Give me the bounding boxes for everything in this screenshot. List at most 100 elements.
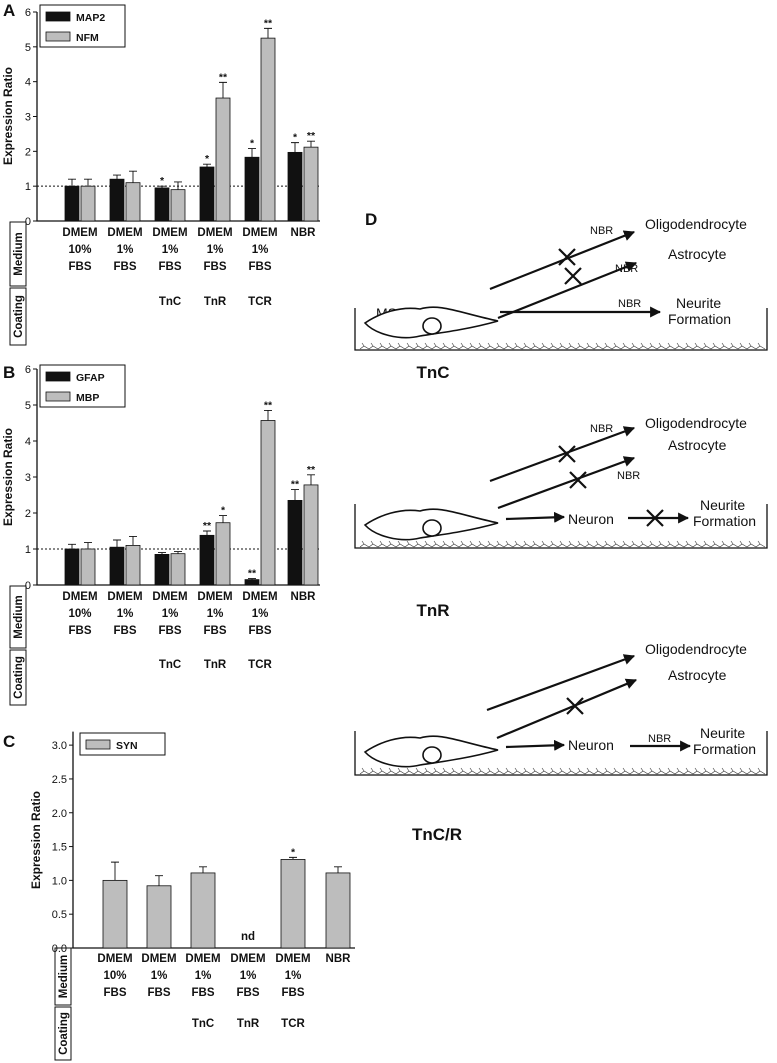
arrow <box>489 426 636 483</box>
target: Oligodendrocyte <box>645 216 747 232</box>
legend-label: MAP2 <box>76 12 105 24</box>
panel-letter: C <box>3 732 15 751</box>
x-tick-label: 1% <box>207 608 224 620</box>
x-tick-label: DMEM <box>197 591 232 603</box>
x-tick-label: FBS <box>204 625 227 637</box>
error-bar <box>334 866 342 873</box>
bar <box>260 420 276 586</box>
bar <box>190 872 216 949</box>
y-tick-label: 0.5 <box>52 909 67 921</box>
x-tick-label: DMEM <box>275 953 310 965</box>
error-bar <box>158 185 166 188</box>
y-tick-label: 1.5 <box>52 842 67 854</box>
label: NBR <box>648 733 671 745</box>
y-tick-label: 1 <box>25 544 31 556</box>
target: Oligodendrocyte <box>645 641 747 657</box>
x-tick-label: FBS <box>204 261 227 273</box>
bar <box>280 859 306 949</box>
annotation: ** <box>264 399 273 411</box>
error-bar <box>174 551 182 554</box>
y-axis-label: Expression Ratio <box>29 791 43 889</box>
neuron: Neuron <box>568 511 614 527</box>
y-tick-label: 6 <box>25 364 31 376</box>
neurite-texture <box>359 767 766 775</box>
y-tick-label: 4 <box>25 77 31 89</box>
x-tick-label: FBS <box>114 625 137 637</box>
target: Neurite <box>676 295 721 311</box>
y-tick-label: 0 <box>25 580 31 592</box>
x-tick-label: 1% <box>151 970 168 982</box>
error-bar <box>155 875 163 886</box>
annotation: ** <box>307 130 316 142</box>
x-tick-label: FBS <box>148 987 171 999</box>
legend-swatch <box>45 371 71 382</box>
legend-swatch <box>45 391 71 402</box>
row-label-box <box>9 585 27 649</box>
scenario-title: TnR <box>416 601 449 620</box>
x-tick-label: NBR <box>326 953 352 965</box>
coating-label: TCR <box>248 296 272 308</box>
bar <box>215 97 231 222</box>
label: NBR <box>590 225 613 237</box>
x-tick-label: FBS <box>282 987 305 999</box>
dish <box>354 308 768 351</box>
error-bar <box>264 27 272 39</box>
row-label: Medium <box>13 232 25 275</box>
x-tick-label: 10% <box>68 608 91 620</box>
legend-swatch <box>45 11 71 22</box>
y-tick-label: 0 <box>25 216 31 228</box>
error-bar <box>158 552 166 555</box>
x-tick-label: DMEM <box>141 953 176 965</box>
x-tick-label: DMEM <box>185 953 220 965</box>
arrow <box>497 261 638 320</box>
x-tick-label: 1% <box>240 970 257 982</box>
error-bar <box>84 178 92 187</box>
x-tick-label: 1% <box>285 970 302 982</box>
y-tick-label: 1 <box>25 181 31 193</box>
legend-label: GFAP <box>76 372 105 384</box>
bar <box>109 178 125 222</box>
error-bar <box>113 539 121 548</box>
bar <box>303 146 319 222</box>
annotation: * <box>160 175 165 187</box>
bar <box>199 534 215 586</box>
x-tick-label: 1% <box>117 244 134 256</box>
axes <box>72 731 355 949</box>
y-tick-label: 5 <box>25 400 31 412</box>
error-bar <box>248 578 256 580</box>
coating-label: TnR <box>204 659 227 671</box>
target: Astrocyte <box>668 246 727 262</box>
annotation: ** <box>307 464 316 476</box>
annotation: nd <box>241 931 255 943</box>
coating-label: TnC <box>159 659 181 671</box>
y-tick-label: 3 <box>25 112 31 124</box>
error-bar <box>199 866 207 873</box>
x-tick-label: DMEM <box>107 227 142 239</box>
bar <box>244 156 260 222</box>
x-tick-label: FBS <box>69 261 92 273</box>
row-label: Coating <box>13 295 25 338</box>
row-label-box <box>54 1006 72 1061</box>
x-tick-label: FBS <box>159 625 182 637</box>
scenario-title: TnC <box>416 363 449 382</box>
neuron: Neuron <box>568 737 614 753</box>
bar <box>244 579 260 586</box>
annotation: * <box>291 846 296 858</box>
x-tick-label: DMEM <box>97 953 132 965</box>
y-tick-label: 4 <box>25 436 31 448</box>
y-tick-label: 2.0 <box>52 808 67 820</box>
cell <box>364 735 499 768</box>
error-bar <box>203 530 211 536</box>
dish <box>354 504 768 549</box>
error-bar <box>111 861 119 881</box>
target: Oligodendrocyte <box>645 415 747 431</box>
arrow <box>496 678 638 740</box>
x-tick-label: FBS <box>69 625 92 637</box>
x-tick-label: NBR <box>291 227 317 239</box>
row-label-box <box>54 947 72 1006</box>
error-bar <box>291 142 299 153</box>
target: Formation <box>693 513 756 529</box>
y-tick-label: 5 <box>25 42 31 54</box>
